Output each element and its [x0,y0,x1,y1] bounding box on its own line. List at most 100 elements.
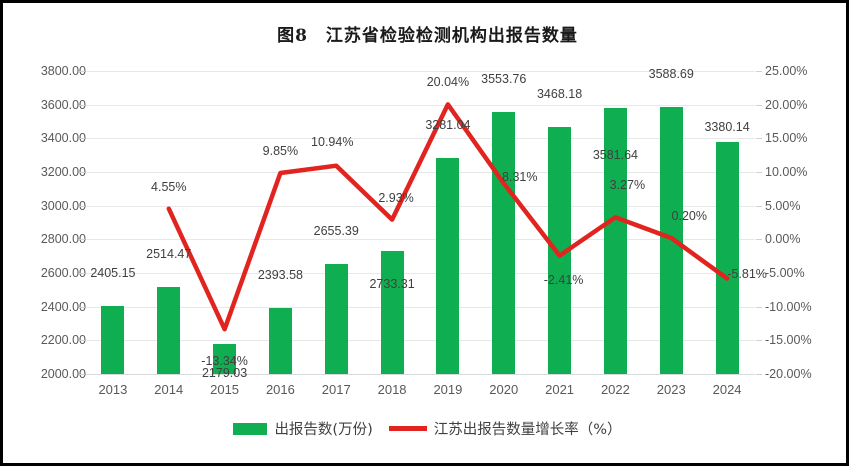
bar [715,141,739,374]
growth-rate-label: -2.41% [543,272,584,287]
y-axis-left-tick: 2400.00 [40,299,86,314]
x-axis-tick: 2019 [433,382,463,397]
y-axis-right-tickmark [756,71,762,72]
bar [101,305,125,374]
y-axis-left-tick: 3200.00 [40,165,86,179]
bar-value-label: 2733.31 [369,276,415,291]
growth-rate-label: 8.31% [502,170,538,185]
y-axis-right-tick: 25.00% [765,64,808,78]
bar [659,106,683,374]
bar [492,112,516,374]
y-axis-right-tick: -20.00% [765,367,812,381]
y-axis-left-tickmark [79,239,85,241]
y-axis-right-tick: -10.00% [765,299,812,314]
y-axis-right-tick: -5.00% [765,266,805,280]
gridline [85,239,755,241]
gridline [85,71,755,72]
growth-rate-label: 20.04% [426,75,470,90]
bar-value-label: 2655.39 [313,223,359,238]
y-axis-left-tickmark [79,104,85,106]
y-axis-right-tick: 20.00% [765,97,808,112]
y-axis-left-tickmark [79,71,85,72]
bar-value-label: 3281.04 [425,118,471,133]
gridline [85,340,755,342]
chart-legend: 出报告数(万份) 江苏出报告数量增长率（%） [3,418,846,439]
legend-bar-label: 出报告数(万份) [274,422,373,438]
chart-title: 图8 江苏省检验检测机构出报告数量 [277,26,578,46]
y-axis-right-tickmark [756,340,762,342]
bar [213,343,237,374]
y-axis-left-tick: 2800.00 [40,232,86,247]
growth-rate-label: 3.27% [609,178,646,193]
y-axis-right-tickmark [756,306,762,308]
y-axis-left-tick: 3400.00 [40,131,86,146]
growth-rate-label: 4.55% [151,179,187,194]
y-axis-right-tickmark [756,239,762,241]
y-axis-left-tickmark [79,273,85,274]
y-axis-left-tickmark [79,374,85,375]
y-axis-left-tick: 2000.00 [40,367,86,381]
y-axis-right-tickmark [756,172,762,173]
legend-item-bars: 出报告数(万份) [233,418,373,439]
gridline [85,104,755,106]
bar-value-label: 3380.14 [704,119,750,134]
y-axis-right-tickmark [756,104,762,106]
x-axis-tick: 2017 [321,382,351,397]
bar-value-label: 2393.58 [257,267,303,282]
x-axis-tick: 2014 [154,382,184,397]
bar [268,307,292,374]
y-axis-left-tick: 3800.00 [40,64,86,78]
plot-area [85,71,755,375]
x-axis-tick: 2022 [600,382,630,397]
x-axis-tick: 2020 [489,382,519,397]
gridline [85,205,755,207]
growth-rate-label: 0.20% [671,208,707,223]
x-axis-tick: 2021 [545,382,575,397]
y-axis-right-tick: 15.00% [765,131,808,146]
bar [380,250,404,374]
legend-line-label: 江苏出报告数量增长率（%） [433,422,622,438]
y-axis-left-tickmark [79,172,85,173]
gridline [85,374,755,375]
y-axis-right-tickmark [756,138,762,140]
gridline [85,172,755,173]
y-axis-left-tick: 3000.00 [40,198,86,213]
y-axis-left-tickmark [79,306,85,308]
growth-rate-label: -5.81% [727,267,767,282]
y-axis-left-tick: 2600.00 [40,266,86,280]
x-axis-tick: 2013 [98,382,128,397]
x-axis-tick: 2015 [210,382,240,397]
bar-value-label: 3468.18 [536,86,583,101]
y-axis-right-tick: -15.00% [765,333,812,348]
x-axis-tick: 2023 [656,382,686,397]
x-axis-tick: 2018 [377,382,407,397]
legend-bar-swatch-icon [233,422,268,435]
growth-rate-label: 10.94% [311,134,354,149]
y-axis-left-tick: 2200.00 [40,333,86,348]
bar-value-label: 2405.15 [90,265,136,280]
bar [436,158,460,374]
bar-value-label: 3588.69 [648,66,694,81]
y-axis-left-tickmark [79,205,85,207]
bar [324,263,348,374]
y-axis-right-tickmark [756,273,762,274]
growth-rate-label: 2.93% [378,190,414,205]
y-axis-left-tickmark [79,138,85,140]
x-axis-tick: 2016 [265,382,295,397]
bar-value-label: 3553.76 [481,72,527,87]
y-axis-left-tickmark [79,340,85,342]
gridline [85,138,755,140]
y-axis-right-tick: 10.00% [765,165,808,179]
y-axis-right-tickmark [756,374,762,375]
gridline [85,273,755,274]
bar-value-label: 2514.47 [146,247,192,262]
legend-line-swatch-icon [388,426,427,431]
bar-value-label: 3581.64 [592,147,638,162]
bar [157,287,181,374]
y-axis-right-tickmark [756,205,762,207]
bar-value-label: 2179.03 [201,365,248,380]
bar [548,126,572,374]
gridline [85,306,755,308]
y-axis-right-tick: 5.00% [765,198,801,213]
y-axis-right-tick: 0.00% [765,232,801,247]
